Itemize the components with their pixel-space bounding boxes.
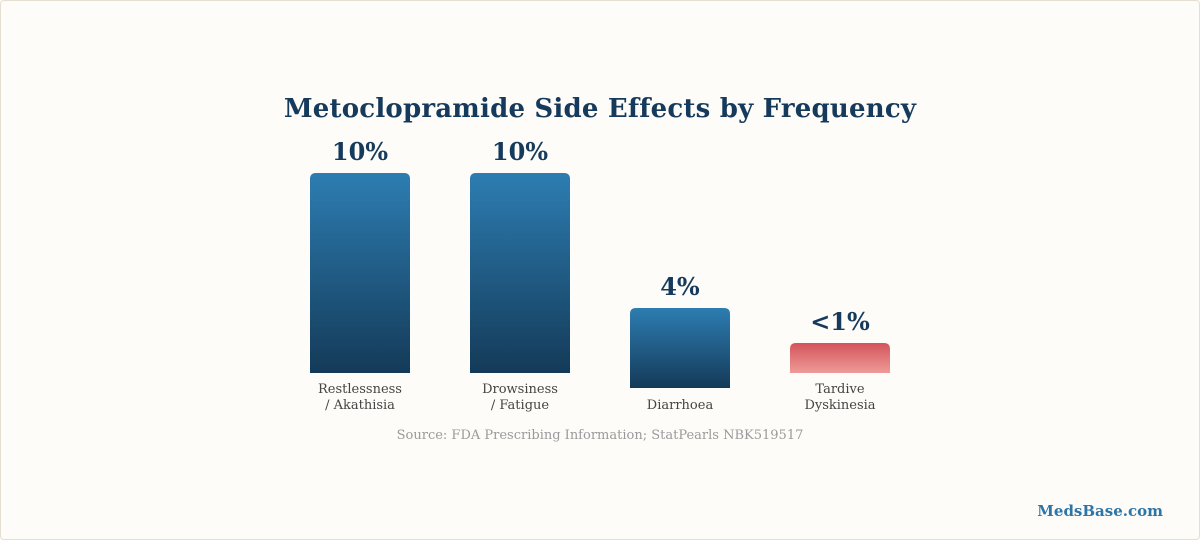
source-note: Source: FDA Prescribing Information; Sta… [396,428,804,443]
bar-group: 10% Drowsiness/ Fatigue [470,137,570,413]
category-label: Diarrhoea [647,398,714,413]
bar [630,308,730,388]
bar [470,173,570,373]
category-label: Tardive [815,382,864,397]
category-label: Drowsiness [482,382,558,397]
category-label: Restlessness [318,382,402,397]
category-label: Dyskinesia [804,398,875,413]
bar-value-label: 10% [492,137,548,166]
bar-value-label: 10% [332,137,388,166]
bar-value-label: <1% [810,307,870,336]
bars-layer: 10% Restlessness/ Akathisia 10% Drowsiness/… [310,137,890,413]
category-label: / Fatigue [491,398,549,413]
chart-title: Metoclopramide Side Effects by Frequency [283,94,917,124]
bar-group: 10% Restlessness/ Akathisia [310,137,410,413]
brand-logo[interactable]: MedsBase.com [1037,502,1163,520]
bar [790,343,890,373]
bar-group: 4% Diarrhoea [630,272,730,413]
category-label: / Akathisia [325,398,395,413]
bar-value-label: 4% [660,272,700,301]
bar [310,173,410,373]
